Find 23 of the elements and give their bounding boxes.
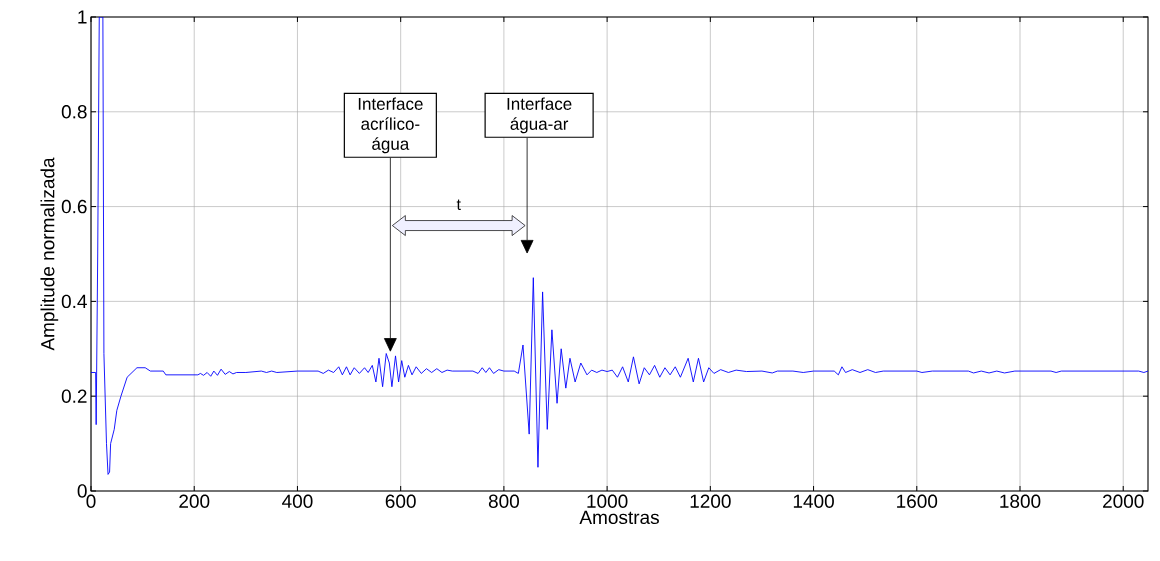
x-tick-label: 1000 — [587, 494, 628, 508]
x-tick-label: 200 — [179, 494, 210, 508]
x-tick-label: 1600 — [897, 494, 938, 508]
y-axis-title: Amplitude normalizada — [40, 157, 59, 351]
y-tick-label: 0.6 — [61, 199, 87, 214]
y-tick-label: 0.4 — [61, 294, 87, 309]
x-tick-label: 800 — [488, 494, 519, 508]
line-series — [91, 16, 1148, 475]
x-tick-label: 600 — [385, 494, 416, 508]
annotation: t — [456, 199, 461, 211]
y-tick-label: 0 — [77, 484, 87, 498]
y-tick-label: 0.8 — [61, 105, 87, 119]
x-tick-label: 0 — [86, 494, 96, 508]
x-tick-label: 400 — [282, 494, 313, 508]
annotation: Interface água-ar — [507, 97, 572, 134]
x-tick-label: 1200 — [690, 494, 731, 508]
annotation: Interface acrílico-água — [358, 97, 423, 154]
x-tick-label: 2000 — [1103, 494, 1144, 508]
x-tick-label: 1800 — [1000, 494, 1041, 508]
x-axis-title: Amostras — [579, 510, 659, 525]
x-tick-label: 1400 — [793, 494, 834, 508]
y-tick-label: 1 — [78, 10, 87, 24]
y-tick-label: 0.2 — [61, 389, 87, 403]
